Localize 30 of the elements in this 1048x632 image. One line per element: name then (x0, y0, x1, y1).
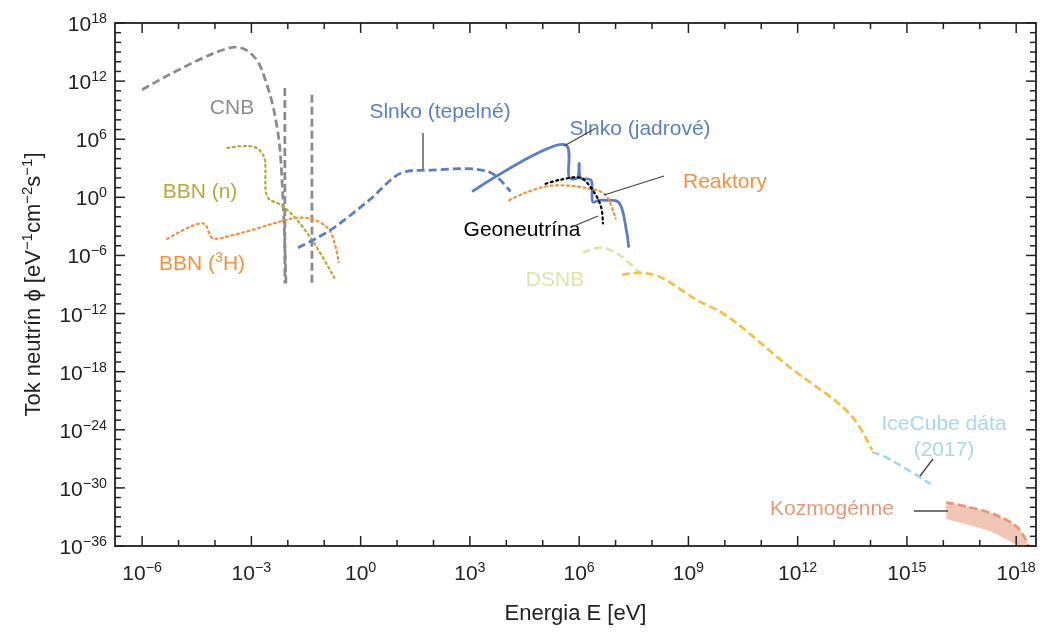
x-tick-label: 10$^{0}$ (344, 559, 377, 584)
y-tick-label: 10$^{18}$ (67, 10, 108, 35)
x-tick-label: 10$^{9}$ (672, 559, 705, 584)
y-tick-label: 10$^{−12}$ (59, 300, 108, 326)
series-label: DSNB (525, 267, 585, 290)
text: Kozmogénne (770, 496, 894, 519)
series-label: CNB (209, 95, 255, 118)
series-label: Slnko (jadrové) (569, 116, 711, 139)
y-tick-label: 10$^{−36}$ (59, 533, 108, 558)
x-tick-label: 10$^{15}$ (887, 559, 927, 584)
x-axis-title: Energia E [eV] (504, 600, 647, 625)
x-tick-label: 10$^{12}$ (778, 559, 818, 584)
series-label: BBN (n) (162, 179, 238, 202)
x-tick-label: 10$^{6}$ (563, 559, 595, 584)
x-tick-label: 10$^{−3}$ (231, 559, 272, 584)
x-tick-label: 10$^{−6}$ (122, 559, 162, 584)
series-label: IceCube dáta (2017) (881, 411, 1007, 460)
y-tick-label: 10$^{6}$ (75, 126, 108, 152)
y-tick-label: 10$^{0}$ (75, 184, 108, 210)
text: Reaktory (682, 169, 768, 192)
y-tick-label: 10$^{−18}$ (59, 358, 108, 384)
y-tick-label: 10$^{−24}$ (59, 416, 108, 442)
x-tick-label: 10$^{3}$ (454, 559, 486, 584)
y-tick-label: 10$^{12}$ (67, 68, 108, 94)
series-label: Geoneutrína (463, 217, 581, 240)
y-tick-label: 10$^{−30}$ (59, 474, 108, 500)
series-label: BBN ($^{3}$H) (158, 249, 246, 274)
x-tick-label: 10$^{18}$ (996, 559, 1036, 584)
y-tick-label: 10$^{−6}$ (67, 242, 108, 268)
text: Slnko (tepelné) (369, 99, 511, 122)
